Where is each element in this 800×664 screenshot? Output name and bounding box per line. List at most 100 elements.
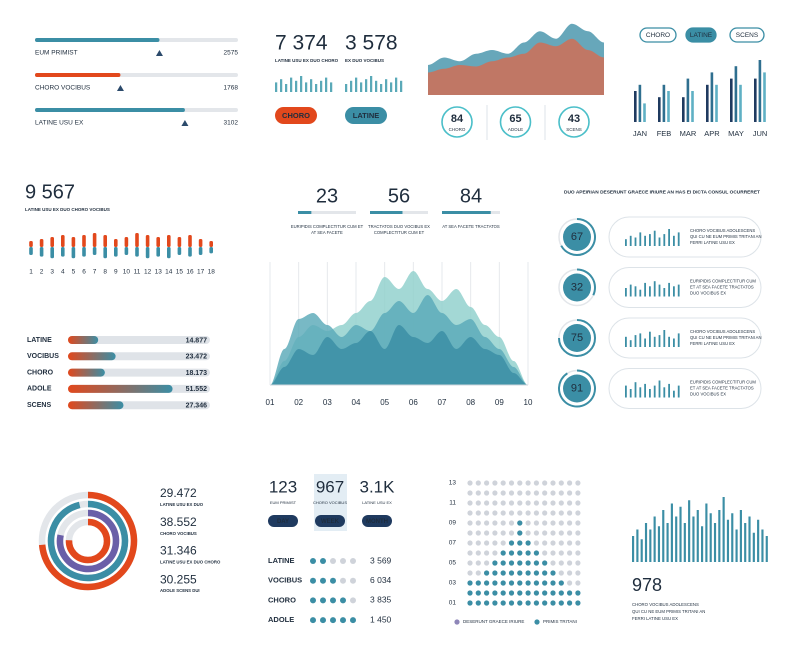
dot xyxy=(320,558,326,564)
row-label: VOCIBUS xyxy=(268,576,302,585)
ring-arc xyxy=(47,500,129,582)
legend-label: SCENS xyxy=(736,32,759,39)
dot xyxy=(550,500,556,506)
dot xyxy=(550,580,556,586)
x-tick-label: 3 xyxy=(50,269,54,276)
dot xyxy=(542,560,548,566)
dot xyxy=(558,490,564,496)
ring-arc xyxy=(38,491,138,591)
list-title: DUO APEIRIAN DESERUNT GRAECE IRIURE AN H… xyxy=(564,189,760,195)
legend-button[interactable] xyxy=(685,27,717,43)
button[interactable] xyxy=(275,107,317,124)
dot-column xyxy=(550,570,556,606)
dot xyxy=(475,510,481,516)
bar xyxy=(748,516,751,562)
period-button[interactable] xyxy=(362,515,392,527)
dot xyxy=(340,558,346,564)
dot xyxy=(533,530,540,536)
bar-up xyxy=(114,239,118,247)
x-tick-label: 5 xyxy=(72,269,76,276)
x-tick-label: MAY xyxy=(728,129,744,138)
dot xyxy=(525,550,531,556)
ring-core xyxy=(563,273,591,302)
mini-bar xyxy=(395,77,398,92)
bar-down xyxy=(209,247,213,254)
dot xyxy=(517,510,523,516)
legend-label: CHORO xyxy=(646,32,670,39)
dot xyxy=(525,500,531,506)
x-tick-label: 10 xyxy=(123,269,131,276)
bar-up xyxy=(198,239,203,247)
y-tick-label: 01 xyxy=(449,600,457,607)
bar xyxy=(653,516,656,562)
legend-button[interactable] xyxy=(639,27,677,43)
x-tick-label: 4 xyxy=(61,269,65,276)
x-tick-label: FEB xyxy=(657,129,672,138)
bar xyxy=(68,401,124,410)
dot xyxy=(508,600,515,606)
dot-column xyxy=(542,560,548,606)
row-value: 3 835 xyxy=(370,595,392,605)
dot xyxy=(467,500,473,506)
bar-label: LATINE xyxy=(27,337,52,344)
row-text: QUI CU NE EUM PRIMIS TRITANI AN xyxy=(690,234,762,239)
mini-bar xyxy=(380,84,383,92)
caption: CHORO VOCIBUS ADOLESCENS xyxy=(632,602,699,607)
stat-caption: COMPLECTITUR CUM ET xyxy=(374,230,425,235)
bar xyxy=(679,506,682,562)
mini-bar xyxy=(668,282,670,297)
dot xyxy=(575,490,581,496)
dot-column xyxy=(467,580,473,606)
mini-bar xyxy=(673,235,675,246)
period-caption: EUM PRIMIST xyxy=(270,500,297,505)
mini-bar xyxy=(400,80,403,92)
period-button[interactable] xyxy=(315,515,345,527)
dot xyxy=(517,550,523,556)
dot xyxy=(500,590,506,596)
progress-value: 1768 xyxy=(224,85,239,92)
mini-bar xyxy=(673,338,675,347)
dot-column xyxy=(500,550,506,606)
period-button-label: WEEK xyxy=(321,519,340,525)
badge-label: SCENS xyxy=(566,127,582,132)
x-tick-label: JAN xyxy=(633,129,647,138)
dot xyxy=(567,480,573,486)
radial-label: LATINE USU EX DUO xyxy=(160,502,204,507)
dot xyxy=(525,480,531,486)
dot xyxy=(517,530,523,536)
dot-column xyxy=(475,580,481,606)
badge-label: ADOLE xyxy=(508,127,523,132)
dot xyxy=(330,597,336,604)
mini-bar xyxy=(639,232,642,246)
y-tick-label: 13 xyxy=(449,480,457,487)
bar-up xyxy=(124,237,129,247)
dot xyxy=(525,590,531,596)
dot xyxy=(567,510,573,516)
bar-value: 23.472 xyxy=(186,354,208,361)
mini-bar xyxy=(649,389,651,398)
bar-up xyxy=(61,235,65,247)
button[interactable] xyxy=(345,107,387,124)
mini-bar xyxy=(658,380,661,398)
radial-value: 38.552 xyxy=(160,515,197,529)
period-button[interactable] xyxy=(268,515,298,527)
progress-label: CHORO VOCIBUS xyxy=(35,85,91,92)
dot xyxy=(525,580,531,586)
dot xyxy=(484,490,490,496)
button-label: LATINE xyxy=(353,111,380,120)
big-value: 978 xyxy=(632,575,662,595)
dot xyxy=(542,490,548,496)
y-tick-label: 05 xyxy=(449,560,457,567)
x-tick-label: JUN xyxy=(753,129,768,138)
dot xyxy=(550,540,556,546)
dot xyxy=(350,617,356,624)
dot xyxy=(542,510,548,516)
mini-bar xyxy=(320,80,323,92)
dot xyxy=(558,580,564,586)
mini-bar xyxy=(360,82,363,92)
bar xyxy=(68,336,99,344)
row-value: 6 034 xyxy=(370,575,392,585)
x-tick-label: 05 xyxy=(380,398,389,407)
dot-column xyxy=(508,540,515,606)
legend-button[interactable] xyxy=(729,27,765,43)
